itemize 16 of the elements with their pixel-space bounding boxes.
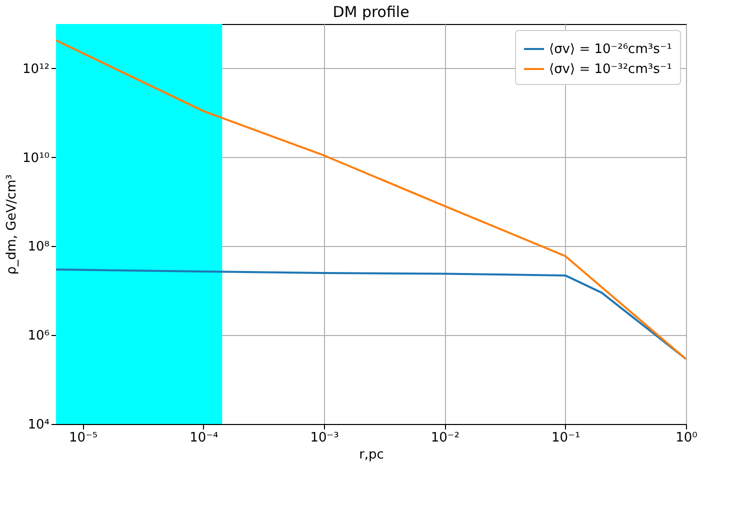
legend-label: ⟨σv⟩ = 10⁻³²cm³s⁻¹: [549, 62, 672, 77]
legend-label: ⟨σv⟩ = 10⁻²⁶cm³s⁻¹: [549, 42, 672, 57]
y-tick-label: 10¹²: [22, 62, 50, 77]
y-axis-title: ρ_dm, GeV/cm³: [4, 174, 20, 275]
y-tick-label: 10⁸: [28, 240, 50, 255]
x-tick-label: 10⁻⁴: [190, 430, 218, 446]
chart-title: DM profile: [332, 3, 410, 21]
x-tick-label: 10⁻²: [430, 430, 460, 446]
x-tick-label: 10⁰: [676, 430, 698, 446]
x-axis-title: r,pc: [359, 448, 384, 462]
x-tick-label: 10⁻³: [310, 430, 339, 446]
x-tick-label: 10⁻⁵: [68, 430, 98, 446]
y-tick-label: 10⁴: [28, 418, 50, 432]
x-tick-label: 10⁻¹: [552, 430, 580, 446]
y-tick-label: 10¹⁰: [22, 150, 50, 166]
y-tick-label: 10⁶: [28, 328, 50, 344]
